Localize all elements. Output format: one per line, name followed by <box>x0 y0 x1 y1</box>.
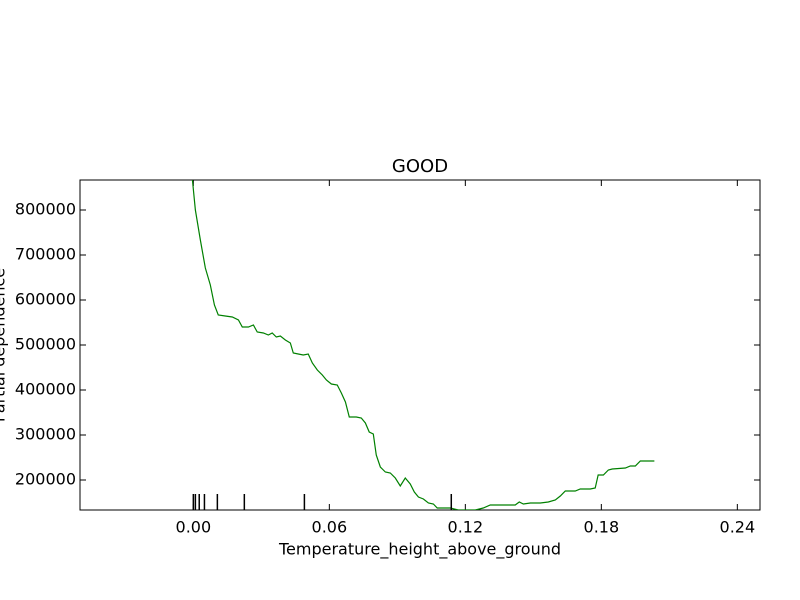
y-tick-label: 500000 <box>15 335 76 354</box>
x-tick-label: 0.12 <box>448 518 484 537</box>
y-tick-label: 400000 <box>15 379 76 398</box>
x-tick-label: 0.24 <box>720 518 756 537</box>
x-tick-label: 0.00 <box>176 518 212 537</box>
chart-title: GOOD <box>392 156 448 177</box>
plot-frame <box>79 179 761 511</box>
y-tick-label: 700000 <box>15 245 76 264</box>
x-tick-label: 0.06 <box>312 518 348 537</box>
x-axis-label: Temperature_height_above_ground <box>278 540 561 560</box>
y-tick-label: 600000 <box>15 290 76 309</box>
y-tick-label: 300000 <box>15 424 76 443</box>
data-line <box>191 180 655 510</box>
x-tick-label: 0.18 <box>584 518 620 537</box>
y-tick-label: 200000 <box>15 469 76 488</box>
y-axis-label: Partial dependence <box>0 268 9 422</box>
y-tick-label: 800000 <box>15 200 76 219</box>
